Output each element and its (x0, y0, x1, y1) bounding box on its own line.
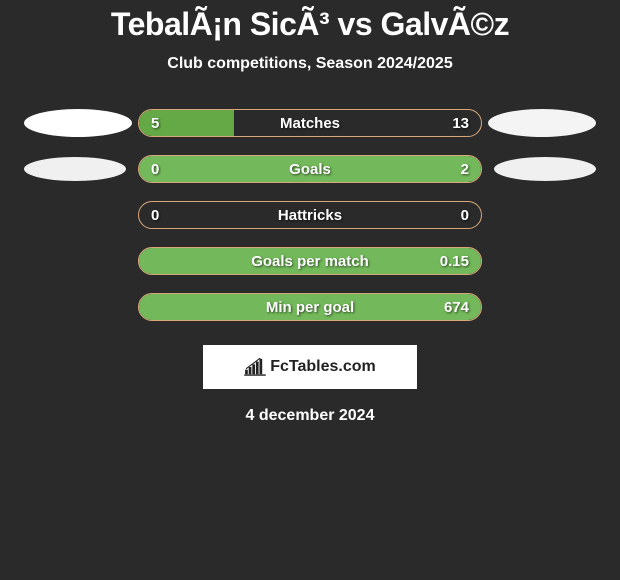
stat-row: 0Goals2 (0, 155, 620, 183)
stat-right-value: 2 (461, 156, 469, 182)
stat-bar: 5Matches13 (138, 109, 482, 137)
logo-prefix: Fc (270, 358, 289, 375)
stat-row: Goals per match0.15 (0, 247, 620, 275)
stat-right-value: 674 (444, 294, 469, 320)
left-slot (18, 157, 138, 181)
stat-label: Min per goal (139, 294, 481, 320)
right-slot (482, 157, 602, 181)
player-indicator-left (24, 157, 126, 181)
stat-label: Matches (139, 110, 481, 136)
stat-right-value: 13 (452, 110, 469, 136)
logo-text: FcTables.com (270, 358, 376, 376)
right-slot (482, 109, 602, 137)
stat-bar: Goals per match0.15 (138, 247, 482, 275)
left-slot (18, 109, 138, 137)
stat-label: Goals per match (139, 248, 481, 274)
stat-row: Min per goal674 (0, 293, 620, 321)
stat-row: 0Hattricks0 (0, 201, 620, 229)
player-indicator-right (494, 157, 596, 181)
stat-right-value: 0.15 (440, 248, 469, 274)
date-label: 4 december 2024 (246, 407, 375, 425)
stat-bar: 0Hattricks0 (138, 201, 482, 229)
stat-right-value: 0 (461, 202, 469, 228)
bar-chart-icon (244, 358, 266, 376)
stat-row: 5Matches13 (0, 109, 620, 137)
player-indicator-right (488, 109, 596, 137)
stat-label: Goals (139, 156, 481, 182)
fctables-logo: FcTables.com (203, 345, 417, 389)
page-title: TebalÃ¡n SicÃ³ vs GalvÃ©z (111, 6, 509, 43)
stat-bar: Min per goal674 (138, 293, 482, 321)
stat-bar: 0Goals2 (138, 155, 482, 183)
stat-label: Hattricks (139, 202, 481, 228)
page-subtitle: Club competitions, Season 2024/2025 (167, 55, 452, 73)
logo-suffix: Tables.com (289, 358, 376, 375)
stats-container: 5Matches130Goals20Hattricks0Goals per ma… (0, 109, 620, 321)
player-indicator-left (24, 109, 132, 137)
